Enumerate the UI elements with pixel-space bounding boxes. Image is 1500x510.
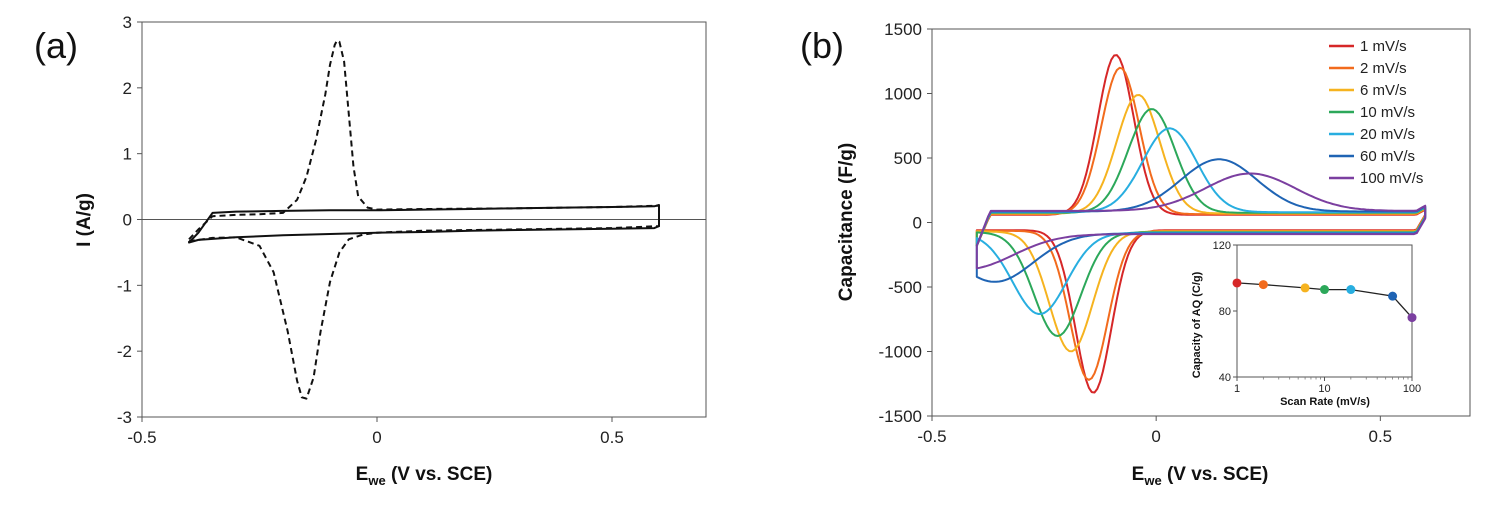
- panel-b-label: (b): [800, 25, 844, 66]
- inset-point: [1232, 278, 1242, 288]
- inset-xtick-label: 100: [1403, 383, 1421, 395]
- legend-label: 60 mV/s: [1360, 148, 1415, 165]
- legend-label: 2 mV/s: [1360, 60, 1407, 77]
- inset-xlabel: Scan Rate (mV/s): [1280, 396, 1370, 408]
- legend-label: 1 mV/s: [1360, 38, 1407, 55]
- chart-b-ytick-label: 500: [894, 149, 922, 168]
- inset-xtick-label: 10: [1318, 383, 1330, 395]
- inset-ytick-label: 40: [1219, 372, 1231, 384]
- chart-a-xlabel-rest: (V vs. SCE): [386, 464, 493, 485]
- panel-a-label: (a): [34, 25, 78, 66]
- legend-label: 10 mV/s: [1360, 104, 1415, 121]
- chart-a-xlabel: Ewe (V vs. SCE): [356, 464, 493, 488]
- chart-b-inset: 1 10 100 40 80 120 Capacity of AQ (C/g) Scan …: [1180, 238, 1450, 408]
- chart-b-ylabel: Capacitance (F/g): [836, 143, 857, 301]
- chart-a-xtick-label: 0: [372, 428, 381, 447]
- chart-b-legend: 1 mV/s 2 mV/s 6 mV/s 10 mV/s 20 mV/s 60 mV/s 1…: [1329, 38, 1423, 187]
- inset-ytick-label: 120: [1213, 240, 1231, 252]
- chart-b-xtick-label: -0.5: [917, 427, 946, 446]
- chart-b-ytick-label: 1500: [884, 20, 922, 39]
- chart-b-xtick-label: 0: [1151, 427, 1160, 446]
- chart-b-xlabel-rest: (V vs. SCE): [1162, 464, 1269, 485]
- chart-a-ytick-label: -3: [117, 408, 132, 427]
- chart-b-xlabel-sub: we: [1143, 473, 1161, 488]
- chart-a-ytick-label: 3: [123, 13, 132, 32]
- legend-label: 20 mV/s: [1360, 126, 1415, 143]
- inset-ytick-label: 80: [1219, 306, 1231, 318]
- chart-b-series: [975, 172, 1427, 270]
- inset-point: [1320, 285, 1329, 295]
- chart-a-ytick-label: 0: [123, 211, 132, 230]
- chart-b-ytick-label: -1000: [879, 343, 922, 362]
- chart-a-series-solid: [188, 204, 660, 244]
- chart-b-xtick-label: 0.5: [1369, 427, 1393, 446]
- chart-b: -0.5 0 0.5 -1500 -1000 -500 0 500 1000 1500 1 mV/…: [836, 20, 1471, 488]
- chart-b-ytick-label: 1000: [884, 85, 922, 104]
- chart-a-ytick-label: 2: [123, 79, 132, 98]
- chart-a-xtick-label: -0.5: [127, 428, 156, 447]
- chart-a-xlabel-sub: we: [367, 473, 385, 488]
- chart-b-ytick-label: -1500: [879, 407, 922, 426]
- chart-a-ytick-label: 1: [123, 145, 132, 164]
- chart-a-ytick-label: -2: [117, 342, 132, 361]
- inset-point: [1346, 285, 1356, 295]
- chart-a-xtick-label: 0.5: [600, 428, 624, 447]
- inset-xtick-label: 1: [1234, 383, 1240, 395]
- inset-point: [1407, 313, 1417, 323]
- chart-a-ytick-label: -1: [117, 276, 132, 295]
- inset-point: [1258, 280, 1268, 290]
- chart-a-ylabel: I (A/g): [74, 193, 95, 247]
- chart-a: -0.5 0 0.5 -3 -2 -1 0 1 2 3 I (A/g) Ewe (V vs. SC…: [74, 13, 707, 488]
- chart-b-ytick-label: 0: [913, 214, 922, 233]
- inset-point: [1300, 283, 1310, 293]
- chart-a-series-dashed: [188, 39, 660, 400]
- inset-ylabel: Capacity of AQ (C/g): [1191, 271, 1203, 378]
- inset-background: [1180, 238, 1450, 408]
- chart-b-xlabel: Ewe (V vs. SCE): [1132, 464, 1269, 488]
- chart-b-ytick-label: -500: [888, 278, 922, 297]
- legend-label: 6 mV/s: [1360, 82, 1407, 99]
- chart-b-xlabel-main: E: [1132, 464, 1145, 485]
- chart-a-xlabel-main: E: [356, 464, 369, 485]
- legend-label: 100 mV/s: [1360, 170, 1423, 187]
- inset-point: [1388, 291, 1398, 301]
